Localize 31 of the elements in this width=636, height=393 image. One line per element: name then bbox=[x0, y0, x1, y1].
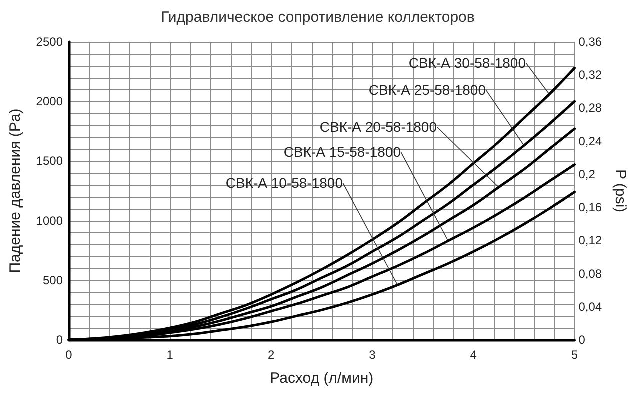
y2-axis-title: P (psi) bbox=[612, 169, 629, 213]
y2-tick-label: 0,24 bbox=[578, 134, 602, 148]
y-tick-label: 2500 bbox=[36, 35, 64, 49]
x-tick-label: 1 bbox=[166, 348, 174, 362]
y-axis-title: Падение давления (Pa) bbox=[7, 108, 24, 274]
y2-tick-label: 0,04 bbox=[578, 300, 602, 314]
x-tick-label: 4 bbox=[470, 348, 478, 362]
text: СВК-А 15-58-1800 bbox=[284, 144, 402, 160]
text: СВК-А 10-58-1800 bbox=[226, 175, 344, 191]
y2-tick-label: 0,36 bbox=[578, 35, 602, 49]
y2-tick-label: 0,12 bbox=[578, 234, 602, 248]
x-axis-title: Расход (л/мин) bbox=[270, 370, 374, 387]
y2-tick-label: 0,08 bbox=[578, 266, 602, 281]
y-tick-label: 0 bbox=[56, 333, 64, 347]
text: СВК-А 25-58-1800 bbox=[368, 82, 486, 98]
y-tick-label: 500 bbox=[42, 273, 64, 288]
y2-tick-label: 0,16 bbox=[578, 200, 602, 215]
y-tick-label: 1500 bbox=[36, 154, 64, 168]
y2-tick-label: 0,28 bbox=[578, 101, 602, 116]
chart-title: Гидравлическое сопротивление коллекторов bbox=[161, 9, 475, 26]
y2-tick-label: 0,32 bbox=[578, 68, 602, 82]
y2-tick-label: 0,2 bbox=[578, 167, 596, 182]
x-tick-label: 2 bbox=[268, 348, 275, 362]
y-tick-label: 1000 bbox=[36, 214, 64, 228]
y2-tick-label: 0 bbox=[578, 333, 586, 347]
x-tick-label: 5 bbox=[571, 348, 578, 362]
x-tick-label: 3 bbox=[369, 348, 376, 362]
text: СВК-А 20-58-1800 bbox=[320, 119, 438, 135]
x-tick-label: 0 bbox=[66, 348, 73, 362]
text: СВК-А 30-58-1800 bbox=[408, 55, 526, 71]
y-tick-label: 2000 bbox=[36, 94, 64, 109]
